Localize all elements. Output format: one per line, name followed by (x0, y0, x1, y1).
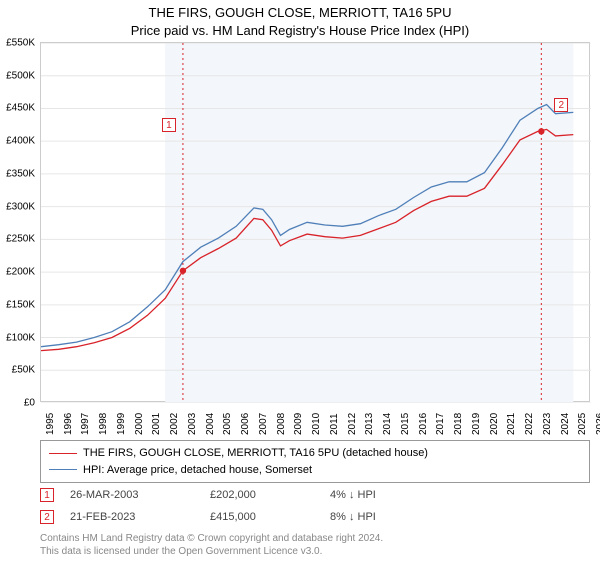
sale-date: 21-FEB-2023 (70, 511, 210, 523)
footnote-line-1: Contains HM Land Registry data © Crown c… (40, 532, 383, 545)
footnote: Contains HM Land Registry data © Crown c… (40, 532, 383, 558)
chart-root: THE FIRS, GOUGH CLOSE, MERRIOTT, TA16 5P… (0, 4, 600, 564)
sale-delta: 4% ↓ HPI (330, 489, 450, 501)
x-axis-label: 2017 (435, 413, 446, 435)
x-axis-label: 2007 (258, 413, 269, 435)
x-axis-label: 1998 (98, 413, 109, 435)
x-axis-label: 2002 (169, 413, 180, 435)
y-axis-label: £550K (6, 38, 35, 49)
x-axis-label: 2000 (134, 413, 145, 435)
x-axis-label: 2015 (400, 413, 411, 435)
y-axis-label: £350K (6, 168, 35, 179)
x-axis-label: 1999 (116, 413, 127, 435)
chart-svg (41, 43, 591, 403)
sale-marker-icon: 1 (40, 488, 54, 502)
sale-delta: 8% ↓ HPI (330, 511, 450, 523)
y-axis-label: £0 (24, 398, 35, 409)
y-axis-label: £300K (6, 201, 35, 212)
y-axis-label: £200K (6, 267, 35, 278)
x-axis-label: 2020 (489, 413, 500, 435)
footnote-line-2: This data is licensed under the Open Gov… (40, 545, 383, 558)
x-axis-label: 1997 (80, 413, 91, 435)
sale-row: 1 26-MAR-2003£202,0004% ↓ HPI (40, 484, 590, 506)
x-axis-label: 2010 (311, 413, 322, 435)
x-axis-label: 2023 (542, 413, 553, 435)
x-axis-label: 2021 (506, 413, 517, 435)
x-axis-label: 2024 (560, 413, 571, 435)
x-axis-label: 2022 (524, 413, 535, 435)
legend-item: HPI: Average price, detached house, Some… (49, 462, 581, 479)
sale-marker: 1 (162, 118, 176, 132)
x-axis-label: 2016 (418, 413, 429, 435)
x-axis-label: 2008 (276, 413, 287, 435)
legend-label: HPI: Average price, detached house, Some… (83, 464, 312, 476)
sales-table: 1 26-MAR-2003£202,0004% ↓ HPI 2 21-FEB-2023… (40, 484, 590, 528)
legend-box: THE FIRS, GOUGH CLOSE, MERRIOTT, TA16 5P… (40, 440, 590, 483)
y-axis-label: £50K (12, 365, 35, 376)
x-axis-label: 2005 (222, 413, 233, 435)
y-axis-label: £500K (6, 70, 35, 81)
x-axis-label: 2019 (471, 413, 482, 435)
legend-label: THE FIRS, GOUGH CLOSE, MERRIOTT, TA16 5P… (83, 447, 428, 459)
chart-area: £0£50K£100K£150K£200K£250K£300K£350K£400… (40, 42, 590, 402)
x-axis-label: 2025 (577, 413, 588, 435)
legend-swatch (49, 469, 77, 470)
x-axis-label: 2006 (240, 413, 251, 435)
y-axis-label: £250K (6, 234, 35, 245)
sale-date: 26-MAR-2003 (70, 489, 210, 501)
y-axis-label: £400K (6, 136, 35, 147)
x-axis-label: 2011 (329, 413, 340, 435)
y-axis-label: £150K (6, 299, 35, 310)
legend-item: THE FIRS, GOUGH CLOSE, MERRIOTT, TA16 5P… (49, 445, 581, 462)
x-axis-label: 2001 (151, 413, 162, 435)
title-line-2: Price paid vs. HM Land Registry's House … (0, 22, 600, 40)
x-axis-label: 2004 (205, 413, 216, 435)
sale-price: £202,000 (210, 489, 330, 501)
sale-marker-icon: 2 (40, 510, 54, 524)
sale-price: £415,000 (210, 511, 330, 523)
legend-swatch (49, 453, 77, 454)
x-axis-label: 2009 (293, 413, 304, 435)
sale-row: 2 21-FEB-2023£415,0008% ↓ HPI (40, 506, 590, 528)
y-axis-label: £100K (6, 332, 35, 343)
x-axis-label: 2014 (382, 413, 393, 435)
x-axis-label: 2012 (347, 413, 358, 435)
x-axis-label: 1996 (63, 413, 74, 435)
x-axis-label: 1995 (45, 413, 56, 435)
sale-marker: 2 (554, 98, 568, 112)
x-axis-label: 2026 (595, 413, 600, 435)
y-axis-label: £450K (6, 103, 35, 114)
title-line-1: THE FIRS, GOUGH CLOSE, MERRIOTT, TA16 5P… (0, 4, 600, 22)
x-axis-label: 2003 (187, 413, 198, 435)
x-axis-label: 2013 (364, 413, 375, 435)
x-axis-label: 2018 (453, 413, 464, 435)
